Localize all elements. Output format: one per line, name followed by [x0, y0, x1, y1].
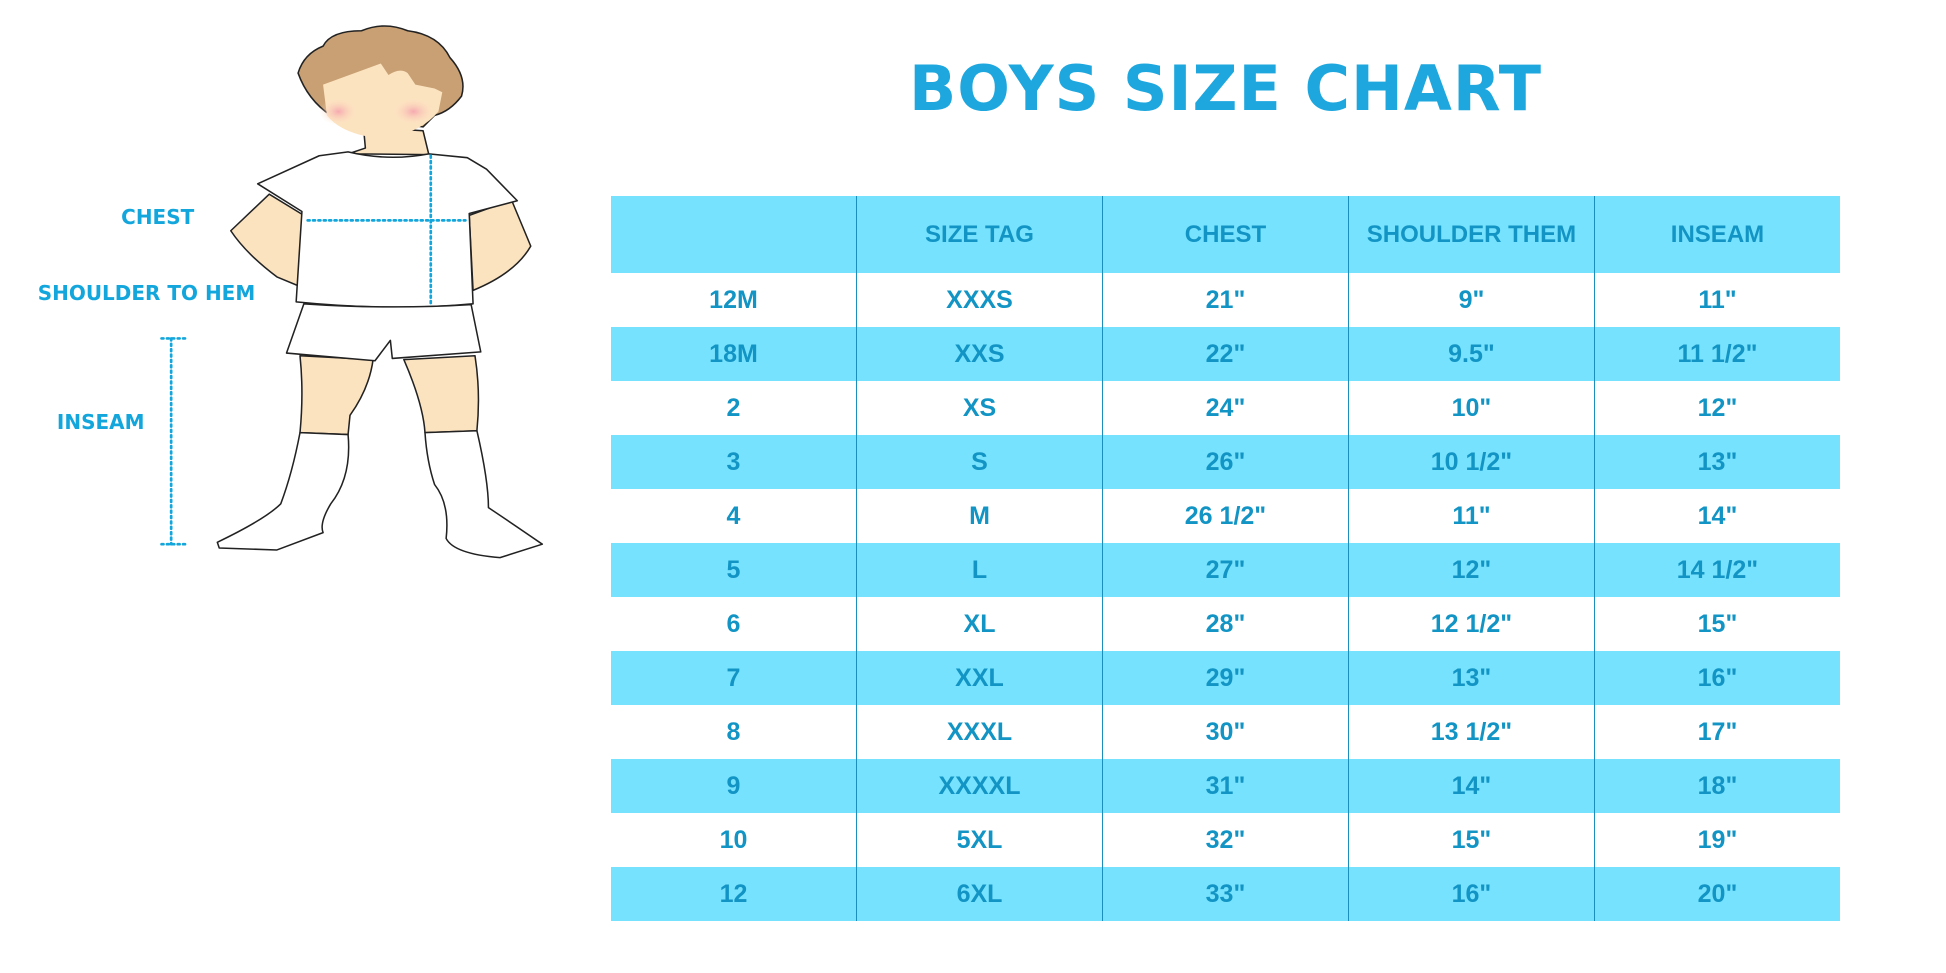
table-cell: M	[856, 489, 1103, 543]
table-cell: 26"	[1101, 435, 1349, 489]
table-cell: 14"	[1593, 489, 1840, 543]
table-cell: 4	[726, 501, 741, 530]
column-header: CHEST	[1101, 196, 1349, 273]
table-cell: S	[856, 435, 1103, 489]
page-title: BOYS SIZE CHART	[908, 52, 1543, 125]
right-sock	[424, 429, 544, 559]
table-cell: 12 1/2"	[1347, 597, 1595, 651]
table-row: 10 5XL 32" 15" 19"	[611, 813, 1840, 867]
table-cell: 7	[611, 651, 857, 705]
table-cell: 12"	[1593, 381, 1840, 435]
table-cell: 32"	[1101, 813, 1349, 867]
table-cell: 33"	[1101, 867, 1349, 921]
table-row: 18M XXS 22" 9.5" 11 1/2"	[611, 327, 1840, 381]
boy-measurement-illustration: CHEST SHOULDER TO HEM INSEAM	[38, 25, 544, 559]
table-row: 9 XXXXL 31" 14" 18"	[611, 759, 1840, 813]
table-cell: XL	[856, 597, 1103, 651]
table-cell: 11"	[1593, 273, 1840, 327]
table-cell: XXL	[856, 651, 1103, 705]
table-cell: 19"	[1593, 813, 1840, 867]
table-cell: 12M	[709, 285, 758, 314]
table-cell: 11 1/2"	[1593, 327, 1840, 381]
table-cell: 22"	[1101, 327, 1349, 381]
table-cell: 26 1/2"	[1101, 489, 1349, 543]
left-sock	[216, 431, 350, 551]
table-cell: 15"	[1593, 597, 1840, 651]
column-header: SIZE TAG	[856, 196, 1103, 273]
table-header-row: SIZE TAG CHEST SHOULDER THEM INSEAM	[611, 196, 1840, 273]
table-row: 6 XL 28" 12 1/2" 15"	[611, 597, 1840, 651]
table-cell: 10"	[1347, 381, 1595, 435]
table-row: 5 L 27" 12" 14 1/2"	[611, 543, 1840, 597]
table-cell: L	[856, 543, 1103, 597]
table-cell: XXXL	[856, 705, 1103, 759]
table-cell: 29"	[1101, 651, 1349, 705]
table-cell: 5	[611, 543, 857, 597]
left-arm	[230, 193, 305, 288]
table-cell: 10	[719, 825, 748, 854]
table-cell: 5XL	[856, 813, 1103, 867]
right-leg	[403, 354, 480, 434]
chest-label: CHEST	[121, 205, 194, 229]
table-cell: 8	[726, 717, 741, 746]
table-cell: XS	[856, 381, 1103, 435]
table-cell: 6	[726, 609, 741, 638]
table-cell: 6XL	[856, 867, 1103, 921]
table-cell: 14 1/2"	[1593, 543, 1840, 597]
table-cell: 24"	[1101, 381, 1349, 435]
table-cell: 9"	[1347, 273, 1595, 327]
table-cell: 13"	[1593, 435, 1840, 489]
table-cell: 18M	[611, 327, 857, 381]
table-cell: 10 1/2"	[1347, 435, 1595, 489]
table-row: 4 M 26 1/2" 11" 14"	[611, 489, 1840, 543]
size-chart-table: SIZE TAG CHEST SHOULDER THEM INSEAM 12M XXXS…	[611, 196, 1840, 921]
table-cell: 15"	[1347, 813, 1595, 867]
table-cell: 30"	[1101, 705, 1349, 759]
table-cell: 3	[611, 435, 857, 489]
table-row: 12M XXXS 21" 9" 11"	[611, 273, 1840, 327]
shorts	[285, 303, 482, 362]
left-leg	[299, 354, 374, 436]
table-cell: 12	[611, 867, 857, 921]
column-header	[611, 196, 857, 273]
table-cell: 14"	[1347, 759, 1595, 813]
table-cell: 9	[611, 759, 857, 813]
table-row: 12 6XL 33" 16" 20"	[611, 867, 1840, 921]
table-cell: 27"	[1101, 543, 1349, 597]
column-header: SHOULDER THEM	[1347, 196, 1595, 273]
column-header: INSEAM	[1593, 196, 1840, 273]
right-arm	[468, 199, 532, 292]
inseam-label: INSEAM	[57, 410, 145, 434]
table-cell: XXXXL	[856, 759, 1103, 813]
table-cell: 31"	[1101, 759, 1349, 813]
table-cell: 13"	[1347, 651, 1595, 705]
table-cell: 16"	[1347, 867, 1595, 921]
table-cell: 20"	[1593, 867, 1840, 921]
table-cell: 13 1/2"	[1347, 705, 1595, 759]
table-cell: 2	[726, 393, 741, 422]
table-cell: 21"	[1101, 273, 1349, 327]
table-row: 2 XS 24" 10" 12"	[611, 381, 1840, 435]
table-cell: 16"	[1593, 651, 1840, 705]
table-cell: 18"	[1593, 759, 1840, 813]
table-cell: 28"	[1101, 597, 1349, 651]
table-cell: XXS	[856, 327, 1103, 381]
table-cell: 9.5"	[1347, 327, 1595, 381]
table-cell: 12"	[1347, 543, 1595, 597]
table-row: 3 S 26" 10 1/2" 13"	[611, 435, 1840, 489]
table-cell: 17"	[1593, 705, 1840, 759]
table-row: 7 XXL 29" 13" 16"	[611, 651, 1840, 705]
shoulder-to-hem-label: SHOULDER TO HEM	[38, 281, 255, 305]
table-cell: XXXS	[856, 273, 1103, 327]
table-row: 8 XXXL 30" 13 1/2" 17"	[611, 705, 1840, 759]
table-cell: 11"	[1347, 489, 1595, 543]
